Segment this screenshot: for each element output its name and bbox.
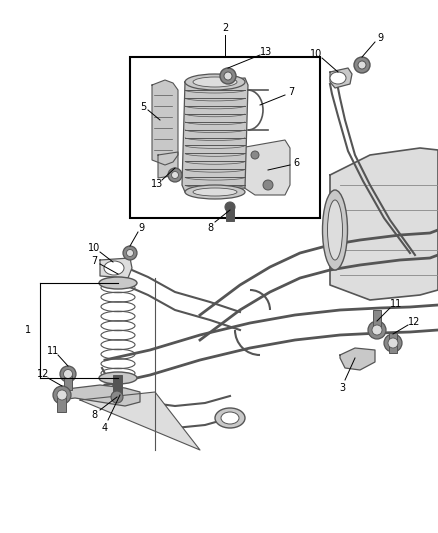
Bar [226, 207, 234, 221]
Bar [373, 310, 381, 330]
Circle shape [127, 249, 134, 256]
Polygon shape [240, 140, 290, 195]
Polygon shape [340, 348, 375, 370]
Ellipse shape [328, 200, 343, 260]
Circle shape [168, 168, 182, 182]
Text: 10: 10 [310, 49, 322, 59]
Text: 12: 12 [37, 369, 49, 379]
Circle shape [358, 61, 366, 69]
Ellipse shape [193, 188, 237, 196]
Ellipse shape [104, 261, 124, 275]
Circle shape [224, 72, 232, 80]
Circle shape [225, 202, 235, 212]
Circle shape [263, 180, 273, 190]
Ellipse shape [322, 190, 347, 270]
Polygon shape [182, 78, 248, 192]
Circle shape [57, 390, 67, 400]
Circle shape [251, 151, 259, 159]
Text: 10: 10 [88, 243, 100, 253]
Circle shape [111, 391, 123, 403]
Polygon shape [158, 152, 178, 178]
Text: 7: 7 [91, 256, 97, 266]
Circle shape [354, 57, 370, 73]
Ellipse shape [185, 185, 245, 199]
Circle shape [372, 325, 382, 335]
Polygon shape [330, 148, 438, 300]
Text: 5: 5 [140, 102, 146, 112]
Circle shape [368, 321, 386, 339]
Polygon shape [100, 258, 132, 278]
Text: 7: 7 [288, 87, 294, 97]
Text: 1: 1 [25, 325, 31, 335]
Circle shape [172, 172, 179, 179]
Text: 9: 9 [377, 33, 383, 43]
Circle shape [64, 369, 73, 378]
Ellipse shape [185, 74, 245, 90]
Circle shape [384, 334, 402, 352]
Ellipse shape [193, 77, 237, 87]
Ellipse shape [221, 412, 239, 424]
Polygon shape [152, 80, 178, 165]
Text: 3: 3 [339, 383, 345, 393]
Text: 4: 4 [102, 423, 108, 433]
Ellipse shape [215, 408, 245, 428]
Ellipse shape [99, 277, 137, 289]
Bar [64, 374, 72, 390]
Polygon shape [80, 392, 200, 450]
Text: 8: 8 [91, 410, 97, 420]
Bar [389, 333, 397, 353]
Circle shape [53, 386, 71, 404]
Text: 12: 12 [408, 317, 420, 327]
Text: 6: 6 [293, 158, 299, 168]
Text: 11: 11 [390, 299, 402, 309]
Polygon shape [60, 385, 140, 406]
Text: 2: 2 [222, 23, 228, 33]
Ellipse shape [99, 372, 137, 384]
Polygon shape [330, 68, 352, 88]
Bar [130, 57, 320, 218]
Bar [113, 375, 122, 397]
Circle shape [388, 338, 398, 348]
Circle shape [123, 246, 137, 260]
Circle shape [220, 68, 236, 84]
Text: 13: 13 [260, 47, 272, 57]
Bar [57, 394, 66, 412]
Text: 13: 13 [151, 179, 163, 189]
Text: 8: 8 [207, 223, 213, 233]
Circle shape [60, 366, 76, 382]
Ellipse shape [330, 72, 346, 84]
Text: 11: 11 [47, 346, 59, 356]
Text: 9: 9 [138, 223, 144, 233]
